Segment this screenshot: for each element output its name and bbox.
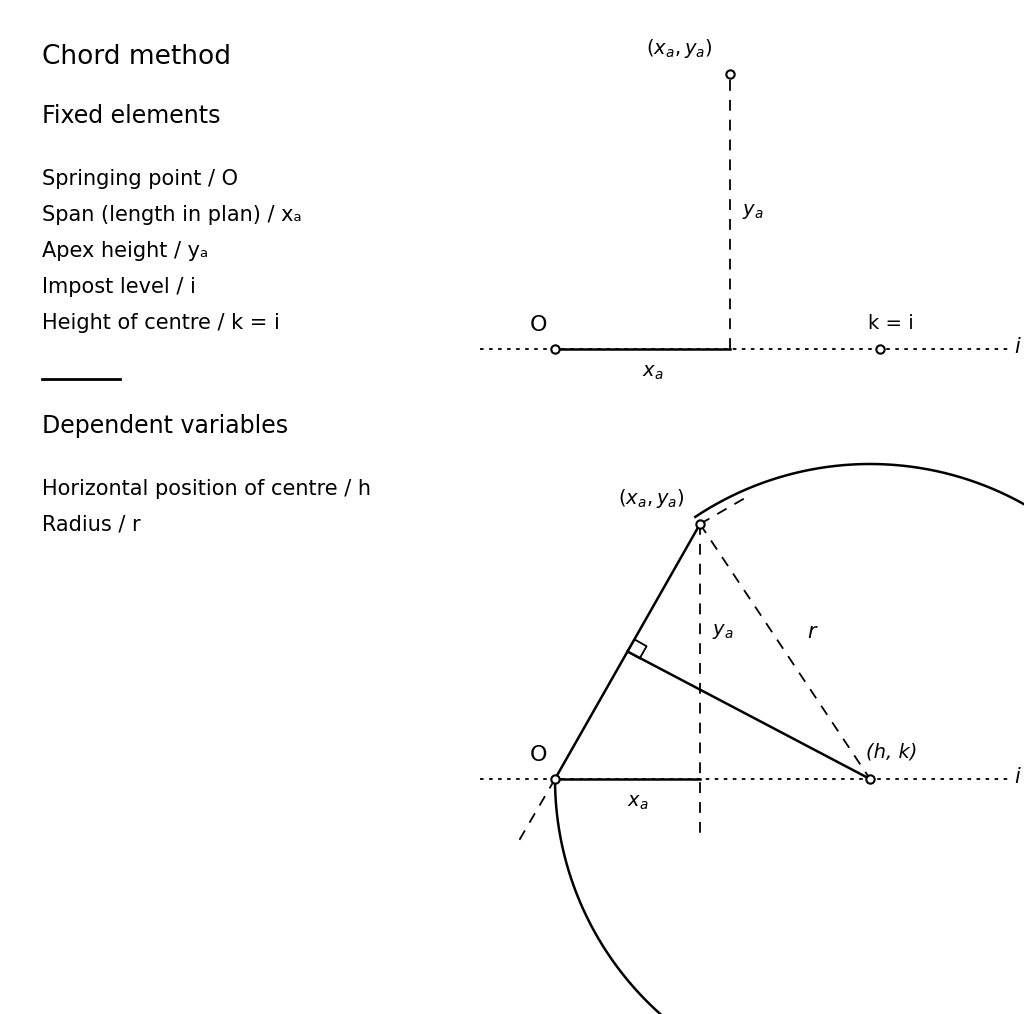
Text: $x_a$: $x_a$: [627, 793, 648, 812]
Text: Dependent variables: Dependent variables: [42, 414, 288, 438]
Text: $y_a$: $y_a$: [742, 202, 764, 221]
Text: Horizontal position of centre / h: Horizontal position of centre / h: [42, 479, 371, 499]
Text: O: O: [529, 315, 547, 335]
Text: Impost level / i: Impost level / i: [42, 277, 196, 297]
Text: O: O: [529, 745, 547, 765]
Text: $(x_a, y_a)$: $(x_a, y_a)$: [617, 487, 684, 510]
Text: Fixed elements: Fixed elements: [42, 104, 220, 128]
Text: (h, k): (h, k): [866, 742, 918, 760]
Text: $(x_a, y_a)$: $(x_a, y_a)$: [645, 37, 712, 60]
Text: i: i: [1014, 337, 1020, 357]
Text: r: r: [807, 622, 816, 642]
Text: Radius / r: Radius / r: [42, 515, 140, 535]
Text: Span (length in plan) / xₐ: Span (length in plan) / xₐ: [42, 205, 302, 225]
Text: Height of centre / k = i: Height of centre / k = i: [42, 313, 280, 333]
Text: Chord method: Chord method: [42, 44, 231, 70]
Text: Apex height / yₐ: Apex height / yₐ: [42, 241, 208, 261]
Text: Springing point / O: Springing point / O: [42, 169, 238, 189]
Text: k = i: k = i: [868, 314, 913, 333]
Text: $x_a$: $x_a$: [642, 363, 664, 382]
Text: $y_a$: $y_a$: [712, 622, 733, 641]
Text: i: i: [1014, 767, 1020, 787]
